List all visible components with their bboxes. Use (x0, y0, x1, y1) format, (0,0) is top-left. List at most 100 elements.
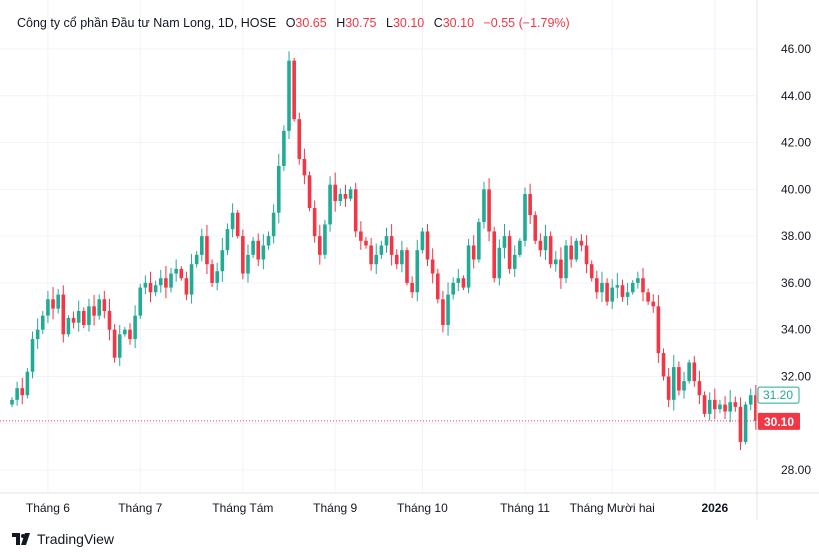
time-label: Tháng 6 (26, 501, 70, 515)
candle (610, 279, 615, 309)
candle-body (158, 278, 163, 286)
candle-body (425, 231, 430, 260)
chart-legend: Công ty cổ phần Đầu tư Nam Long, 1D, HOS… (17, 16, 570, 30)
candle (400, 240, 404, 273)
candle (292, 57, 296, 122)
price-axis[interactable]: 46.00 44.00 42.00 40.00 38.00 36.00 34.00 32.00… (757, 42, 811, 477)
candle-body (661, 353, 666, 377)
candle-body (20, 388, 25, 396)
candle (282, 125, 286, 171)
candle (338, 188, 343, 206)
candle (102, 290, 107, 319)
candle (297, 112, 302, 165)
candle-body (107, 310, 112, 330)
candle (482, 181, 486, 229)
candle-body (589, 264, 594, 279)
candle-body (415, 250, 420, 293)
candle-body (117, 334, 122, 358)
candle-body (235, 212, 240, 237)
candle-body (446, 294, 450, 326)
candles (10, 51, 758, 451)
candle (153, 280, 158, 297)
candle (10, 397, 14, 407)
candle-body (492, 231, 497, 279)
candle (189, 253, 194, 304)
candle (210, 259, 214, 287)
candle (456, 268, 461, 292)
candle-body (430, 259, 435, 274)
candle-body (364, 240, 368, 246)
candle-body (748, 395, 753, 405)
candle (713, 388, 717, 420)
candle-body (636, 278, 640, 283)
candle (595, 270, 599, 299)
candle-body (441, 299, 445, 326)
candle (677, 361, 681, 396)
candle (307, 171, 312, 212)
candle (394, 249, 399, 270)
candle-body (143, 282, 148, 288)
candle (584, 235, 589, 274)
candle (148, 271, 153, 303)
candle (410, 276, 414, 298)
candle (702, 391, 707, 418)
candle (615, 273, 620, 299)
candle-body (420, 231, 425, 251)
candle-body (174, 268, 178, 274)
candle (497, 239, 502, 286)
candle (302, 148, 307, 185)
candle-body (389, 236, 394, 255)
candle-body (97, 299, 102, 316)
candle-body (302, 158, 307, 176)
candle (512, 245, 517, 278)
candle-body (656, 306, 661, 354)
candle (646, 288, 650, 305)
candle (692, 355, 697, 387)
candle (425, 223, 430, 267)
candle-body (523, 194, 527, 241)
high-value: 30.75 (345, 16, 377, 30)
candle-body (353, 189, 358, 232)
price-label: 44.00 (781, 89, 811, 103)
candle (579, 234, 584, 252)
candle-body (646, 292, 650, 302)
candle (56, 288, 60, 314)
candle (328, 176, 332, 232)
time-axis[interactable]: Tháng 6 Tháng 7 Tháng Tám Tháng 9 Tháng 10 Th… (26, 501, 729, 515)
candle (40, 310, 45, 334)
candle-body (702, 395, 707, 414)
tradingview-logo[interactable]: TradingView (12, 531, 114, 547)
candle (15, 381, 19, 406)
candle-body (595, 278, 599, 293)
candle-body (87, 306, 91, 326)
low-value: 30.10 (392, 16, 425, 30)
candle (738, 397, 743, 451)
candle (348, 186, 353, 202)
time-label: Tháng 11 (500, 501, 550, 515)
candle-body (92, 306, 96, 316)
candle-body (728, 402, 732, 412)
candle (389, 223, 394, 266)
candle (82, 307, 86, 329)
candle-body (682, 381, 686, 391)
prev-close-badge (757, 386, 800, 404)
candle-body (297, 119, 302, 159)
candle (538, 233, 543, 257)
time-label: Tháng 9 (313, 501, 357, 515)
candle-body (66, 317, 71, 335)
candle (728, 390, 732, 423)
candle-body (615, 285, 620, 288)
candle (641, 267, 645, 302)
candle (528, 183, 532, 225)
candle (477, 218, 481, 263)
candle-body (307, 175, 312, 209)
candle (318, 224, 322, 265)
candle-body (220, 250, 225, 272)
candle-body (138, 287, 143, 316)
candle (723, 396, 727, 419)
candle (718, 399, 722, 414)
candle (246, 244, 250, 283)
candle-body (333, 184, 337, 202)
candle (533, 211, 538, 245)
